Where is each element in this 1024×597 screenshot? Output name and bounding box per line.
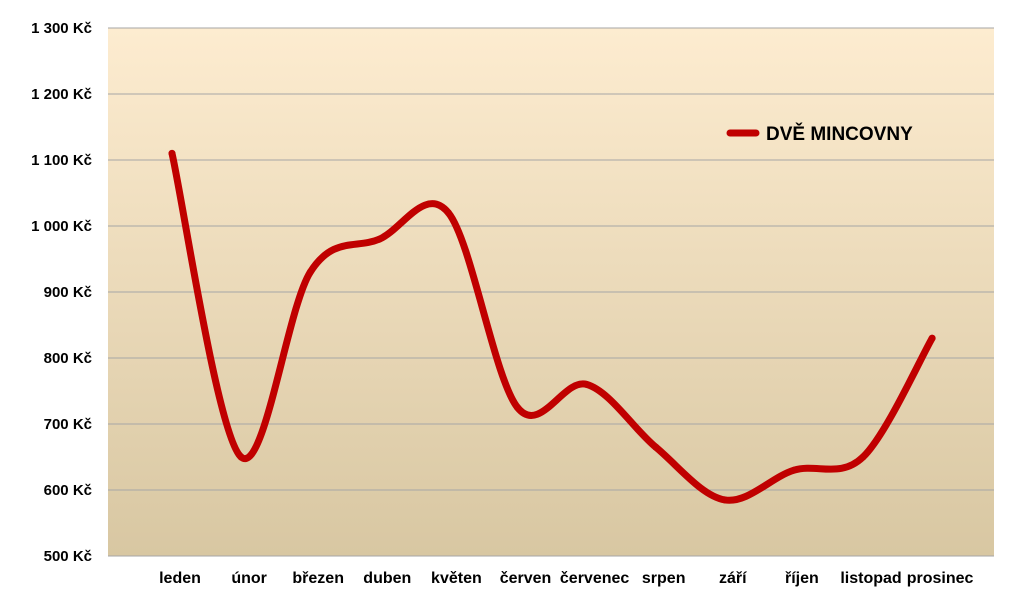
data-point — [237, 453, 245, 461]
x-tick-label: leden — [159, 570, 201, 587]
data-point — [168, 149, 176, 157]
x-tick-label: duben — [363, 570, 411, 587]
data-point — [790, 466, 798, 474]
y-tick-label: 1 100 Kč — [31, 152, 92, 169]
data-point — [375, 235, 383, 243]
data-point — [652, 443, 660, 451]
data-point — [306, 268, 314, 276]
y-tick-label: 900 Kč — [44, 284, 92, 301]
y-axis-ticks: 500 Kč 600 Kč 700 Kč 800 Kč 900 Kč 1 000 Kč 1 … — [31, 20, 92, 565]
legend: DVĚ MINCOVNY — [726, 123, 913, 145]
y-tick-label: 1 200 Kč — [31, 86, 92, 103]
legend-label: DVĚ MINCOVNY — [766, 123, 913, 145]
x-tick-label: říjen — [785, 570, 819, 587]
x-tick-label: srpen — [642, 570, 686, 587]
x-tick-label: prosinec — [907, 570, 974, 587]
y-tick-label: 800 Kč — [44, 350, 92, 367]
x-tick-label: březen — [292, 570, 344, 587]
x-tick-label: červenec — [560, 570, 629, 587]
x-axis-ticks: leden únor březen duben květen červen červenec… — [159, 570, 973, 587]
x-tick-label: listopad — [840, 570, 901, 587]
data-point — [514, 404, 521, 411]
data-point — [444, 209, 452, 217]
x-tick-label: květen — [431, 570, 482, 587]
x-tick-label: únor — [231, 570, 267, 587]
data-point — [859, 453, 867, 461]
y-tick-label: 1 000 Kč — [31, 218, 92, 235]
series-group — [168, 149, 936, 504]
y-tick-label: 500 Kč — [44, 548, 92, 565]
data-point — [721, 496, 729, 504]
x-tick-label: červen — [500, 570, 552, 587]
gridlines — [108, 27, 994, 557]
y-tick-label: 1 300 Kč — [31, 20, 92, 37]
x-tick-label: září — [719, 570, 747, 587]
y-tick-label: 600 Kč — [44, 482, 92, 499]
data-point — [583, 380, 591, 388]
y-tick-label: 700 Kč — [44, 416, 92, 433]
data-point — [928, 334, 936, 342]
